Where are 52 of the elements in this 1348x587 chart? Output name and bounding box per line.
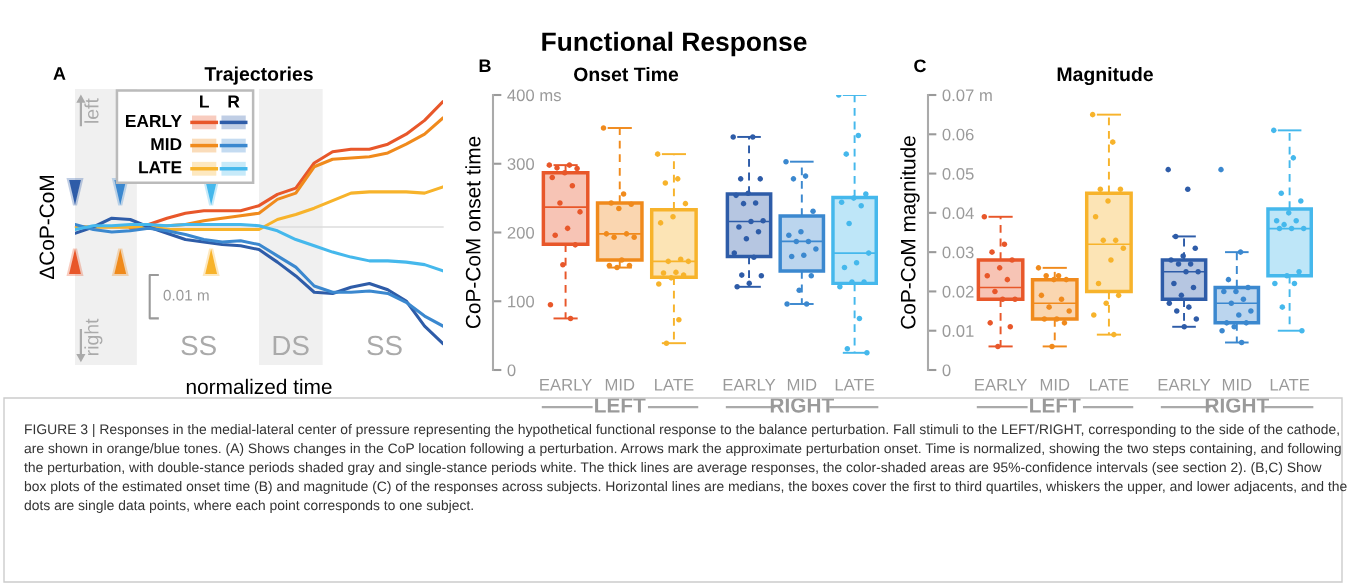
x-axis-title: RIGHT [1205,397,1269,413]
x-tick-label: EARLY [975,378,1027,391]
y-axis-title: ΔCoP-CoM [39,176,55,280]
y-tick-label: 0 [942,364,951,377]
x-tick-label: EARLY [540,378,592,391]
x-axis-title: RIGHT [770,397,834,413]
text: C [914,59,926,73]
x-axis-title: LEFT [1030,398,1081,413]
legend-label: MID [151,138,182,151]
y-tick-label: 0.07 m [942,89,992,102]
x-axis-title: LEFT [595,398,646,413]
y-tick-label: 100 [508,295,535,308]
y-tick-label: 0.02 [942,285,974,298]
y-tick-label: 0.03 [942,246,974,259]
annotation: right [84,318,103,356]
chart-title: Onset Time [574,66,679,82]
y-axis-title: CoP-CoM magnitude [900,136,920,329]
text: A [53,67,66,80]
legend-label: LATE [139,161,182,174]
text: Functional Response [542,31,807,57]
chart-title: Magnitude [1057,66,1153,86]
annotation: DS [273,335,309,356]
y-tick-label: 200 [507,226,535,239]
y-tick-label: 0.04 [942,207,974,220]
chart-title: Trajectories [204,66,313,85]
x-tick-label: MID [1222,378,1252,391]
x-tick-label: EARLY [723,378,776,391]
x-tick-label: LATE [835,378,875,391]
y-tick-label: 0.06 [942,128,974,141]
y-tick-label: 300 [507,158,535,170]
y-tick-label: 0.05 [942,167,974,180]
x-tick-label: EARLY [1158,378,1211,391]
annotation: SS [181,335,216,356]
annotation: R [228,95,240,108]
x-axis-title: normalized time [186,378,332,395]
y-tick-label: 0 [507,364,516,377]
annotation: left [84,98,99,123]
x-tick-label: MID [787,378,817,391]
y-axis-title: CoP-CoM onset time [465,136,481,329]
y-tick-label: 0.01 [942,325,974,337]
annotation: SS [367,335,402,356]
legend-label: EARLY [125,114,182,127]
annotation: L [200,95,209,108]
x-tick-label: LATE [1270,378,1310,391]
annotation: 0.01 m [163,289,209,301]
text: B [479,59,491,72]
x-tick-label: MID [1040,378,1070,391]
y-tick-label: 400 ms [507,89,561,102]
x-tick-label: MID [605,378,635,391]
x-tick-label: LATE [655,378,694,391]
x-tick-label: LATE [1090,378,1129,391]
caption: FIGURE 3 | Responses in the medial-lateral center of pressure representing the hypothetical functional response to the balance perturbation. Fall stimuli to the LEFT/RIGHT, corresponding to the side of the cathode, are shown in orange/blue tones. (A) Shows changes in the CoP location following a perturbation. Arrows mark the approximate perturbation onset. Time is normalized, showing the two steps containing, and following the perturbation, with double-stance periods shaded gray and single-stance periods white. The thick lines are average responses, the color-shaded areas are 95%-confidence intervals (see section 2). (B,C) Show box plots of the estimated onset time (B) and magnitude (C) of the responses across subjects. Horizontal lines are medians, the boxes cover the first to third quartiles, whiskers the upper, and lower adjacents, and the dots are single data points, where each point corresponds to one subject. [24,424,1347,513]
